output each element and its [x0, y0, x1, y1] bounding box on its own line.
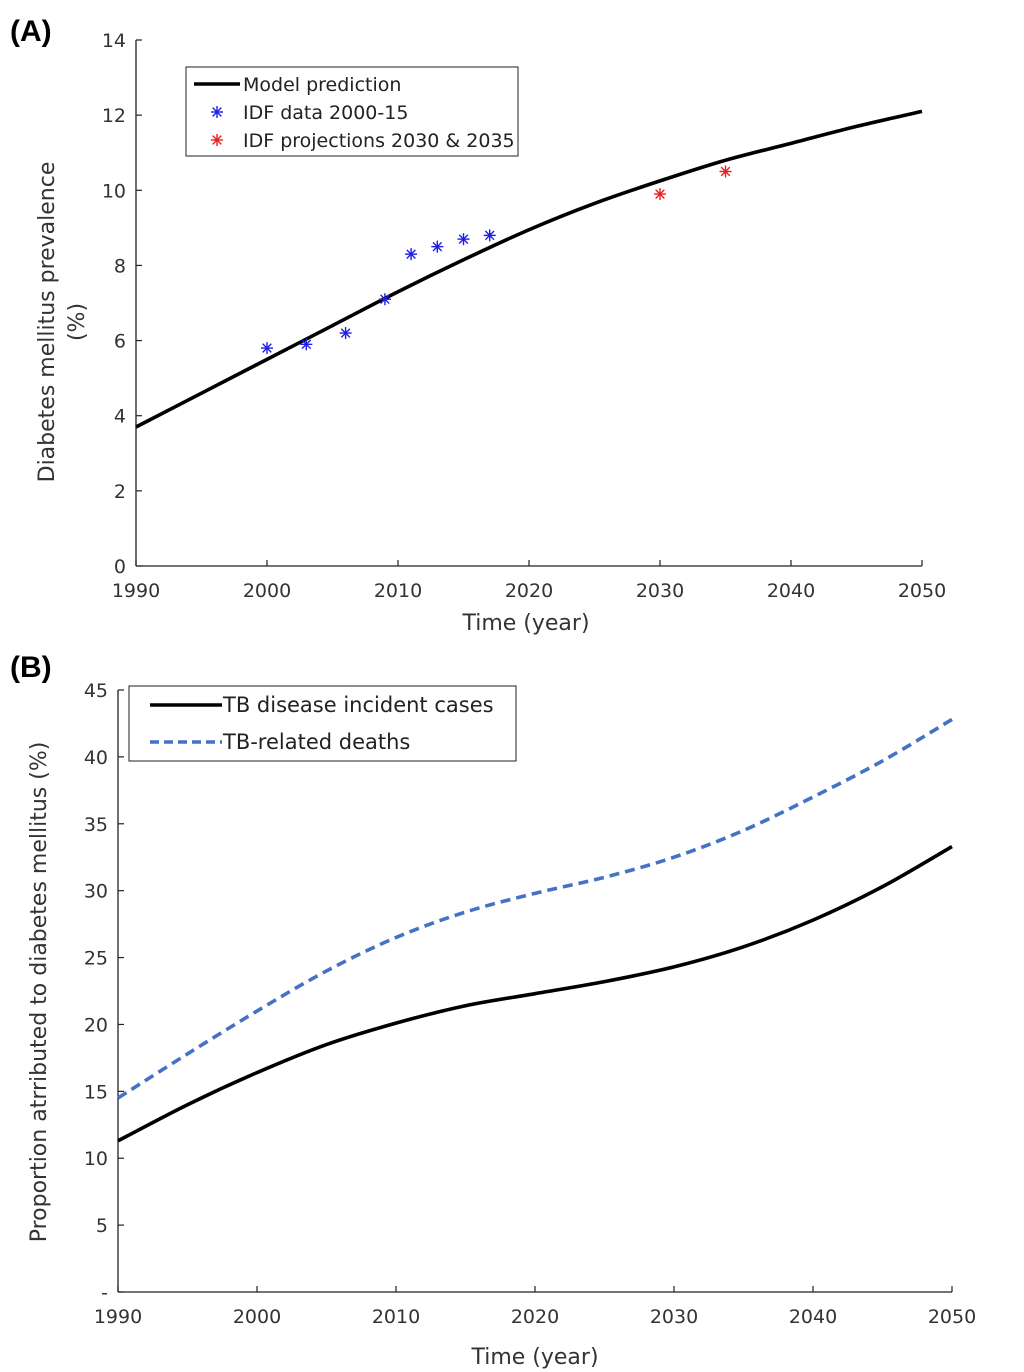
panel-a-y-ticks: 0 2 4 6 8 10 12 14: [102, 30, 142, 578]
panel-b-y-tick-label-9: 45: [84, 680, 108, 702]
panel-a-y-tick-label-3: 6: [114, 331, 126, 353]
legend-asterisk-blue: [211, 106, 223, 118]
panel-a-chart: (A) 0 2 4 6 8 10 12 14 1990 2000 2010 2020 2030 2040…: [10, 15, 946, 636]
panel-a-x-tick-label-5: 2040: [767, 580, 815, 602]
panel-a-point-idf-data-2000-15-2009: [378, 293, 391, 306]
panel-a-point-idf-projections-2030-2035-2035: [719, 165, 732, 178]
panel-b-chart: (B) - 5 10 15 20 25 30 35 40 45 1990 2000 2010 2020 2…: [10, 651, 976, 1370]
panel-b-y-tick-label-3: 15: [84, 1081, 108, 1103]
panel-a-legend-box: [185, 66, 519, 157]
panel-b-x-tick-label-3: 2020: [511, 1306, 559, 1328]
panel-a-x-tick-label-4: 2030: [636, 580, 684, 602]
panel-b-y-tick-label-7: 35: [84, 814, 108, 836]
panel-a-y-tick-label-4: 8: [114, 255, 126, 277]
legend-label-tb-related-deaths: TB-related deaths: [222, 730, 410, 754]
panel-b-y-tick-label-5: 25: [84, 948, 108, 970]
panel-a-point-idf-data-2000-15-2003: [300, 338, 313, 351]
panel-a-point-idf-projections-2030-2035-2030: [654, 188, 666, 201]
panel-a-y-axis-title-line2: (%): [65, 303, 90, 341]
panel-a-y-axis-title: Diabetes mellitus prevalence (%): [35, 162, 90, 483]
panel-b-line-tb-related-deaths: [117, 717, 953, 1100]
panel-a-x-tick-label-3: 2020: [505, 580, 553, 602]
panel-b-x-tick-label-0: 1990: [94, 1306, 142, 1328]
legend-label-model-prediction: Model prediction: [243, 74, 401, 96]
panel-a-y-tick-label-6: 12: [102, 105, 126, 127]
panel-b-x-tick-label-6: 2050: [928, 1306, 976, 1328]
legend-swatch-idf-projections: [211, 134, 223, 146]
panel-b-legend: TB disease incident cases TB-related dea…: [128, 685, 517, 762]
panel-b-line-tb-disease-incident-cases: [117, 844, 953, 1143]
panel-b-legend-box: [128, 685, 517, 762]
panel-b-axes: [117, 690, 952, 1293]
panel-b-series: [117, 717, 953, 1143]
panel-b-y-tick-label-0: -: [101, 1282, 108, 1304]
panel-a-line-model-prediction: [135, 109, 923, 429]
panel-b-label: (B): [10, 651, 52, 684]
panel-b-y-tick-label-6: 30: [84, 881, 108, 903]
panel-a-series: [135, 109, 923, 429]
panel-a-y-tick-label-2: 4: [114, 406, 126, 428]
legend-label-incident-cases: TB disease incident cases: [222, 693, 494, 717]
panel-b-y-tick-label-4: 20: [84, 1014, 108, 1036]
panel-b-x-tick-label-2: 2010: [372, 1306, 420, 1328]
panel-a-y-tick-label-1: 2: [114, 481, 126, 503]
panel-a-point-idf-data-2000-15-2015: [457, 233, 470, 246]
panel-b-x-tick-label-5: 2040: [789, 1306, 837, 1328]
panel-a-x-axis-title: Time (year): [461, 611, 589, 636]
legend-asterisk-red: [211, 134, 223, 146]
panel-b-y-axis-title: Proportion atrributed to diabetes mellit…: [27, 742, 52, 1243]
legend-swatch-idf-data: [211, 106, 223, 118]
panel-b-y-tick-label-1: 5: [96, 1215, 108, 1237]
panel-b-x-ticks: 1990 2000 2010 2020 2030 2040 2050: [94, 1286, 976, 1328]
panel-b-y-tick-label-8: 40: [84, 747, 108, 769]
panel-a-point-idf-data-2000-15-2013: [431, 240, 444, 253]
panel-a-point-idf-data-2000-15-2000: [261, 342, 273, 355]
panel-a-y-tick-label-7: 14: [102, 30, 126, 52]
panel-a-x-tick-label-1: 2000: [243, 580, 291, 602]
panel-a-point-idf-data-2000-15-2011: [405, 248, 418, 261]
panel-a-y-tick-label-5: 10: [102, 180, 126, 202]
panel-b-x-tick-label-4: 2030: [650, 1306, 698, 1328]
panel-a-y-axis-title-line1: Diabetes mellitus prevalence: [35, 162, 60, 483]
panel-b-x-tick-label-1: 2000: [233, 1306, 281, 1328]
panel-a-label: (A): [10, 15, 52, 48]
panel-a-legend: Model prediction IDF data 2000-15 IDF pr…: [185, 66, 519, 157]
legend-label-idf-data: IDF data 2000-15: [243, 102, 408, 124]
panel-a-y-tick-label-0: 0: [114, 556, 126, 578]
panel-a-point-idf-data-2000-15-2006: [339, 327, 352, 340]
panel-a-x-tick-label-6: 2050: [898, 580, 946, 602]
panel-a-point-idf-data-2000-15-2017: [483, 229, 496, 242]
panel-a-x-tick-label-0: 1990: [112, 580, 160, 602]
panel-a-x-tick-label-2: 2010: [374, 580, 422, 602]
panel-b-x-axis-title: Time (year): [470, 1345, 598, 1370]
panel-a-x-ticks: 1990 2000 2010 2020 2030 2040 2050: [112, 560, 946, 602]
panel-b-y-ticks: - 5 10 15 20 25 30 35 40 45: [84, 680, 124, 1304]
legend-label-idf-projections: IDF projections 2030 & 2035: [243, 130, 515, 152]
panel-b-y-tick-label-2: 10: [84, 1148, 108, 1170]
